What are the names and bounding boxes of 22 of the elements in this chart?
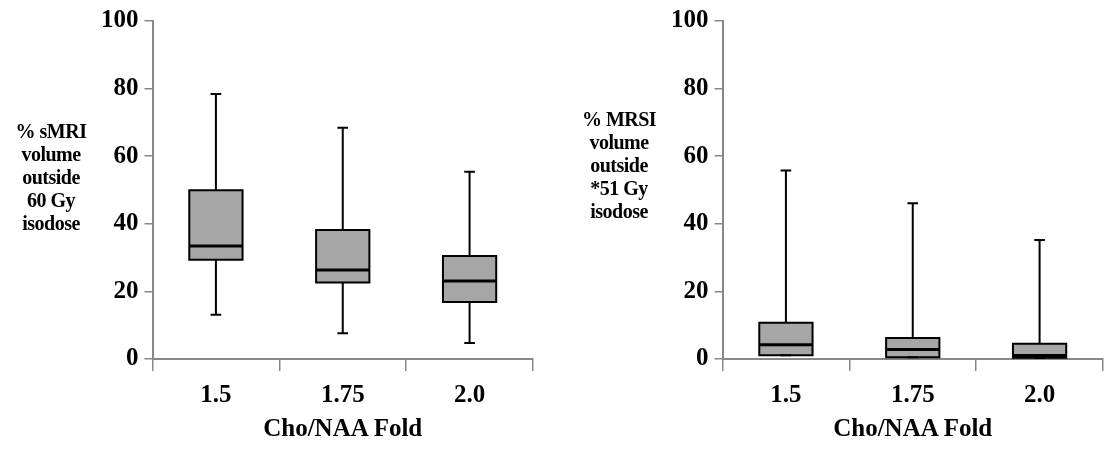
y-tick-label: 0 [696,343,709,371]
y-tick-label: 20 [683,275,709,303]
y-axis-title: % sMRI volume outside 60 Gy isodose [14,120,88,235]
x-axis-title: Cho/NAA Fold [833,414,993,442]
x-tick-label: 1.5 [770,380,802,408]
x-tick-label: 1.5 [200,380,232,408]
y-tick-label: 40 [113,208,139,236]
y-tick-label: 80 [113,73,139,101]
y-tick-label: 100 [671,5,709,33]
y-tick-label: 60 [113,140,139,168]
y-tick-label: 40 [683,208,709,236]
y-tick-label: 60 [683,140,709,168]
x-axis-title: Cho/NAA Fold [263,414,423,442]
y-tick-label: 100 [101,5,139,33]
x-tick-label: 1.75 [890,380,935,408]
y-axis-title: % MRSI volume outside *51 Gy isodose [580,108,658,223]
x-tick-label: 2.0 [1023,380,1056,408]
y-tick-label: 0 [126,343,139,371]
x-tick-label: 1.75 [320,380,365,408]
y-tick-label: 80 [683,73,709,101]
y-tick-label: 20 [113,275,139,303]
x-tick-label: 2.0 [453,380,486,408]
